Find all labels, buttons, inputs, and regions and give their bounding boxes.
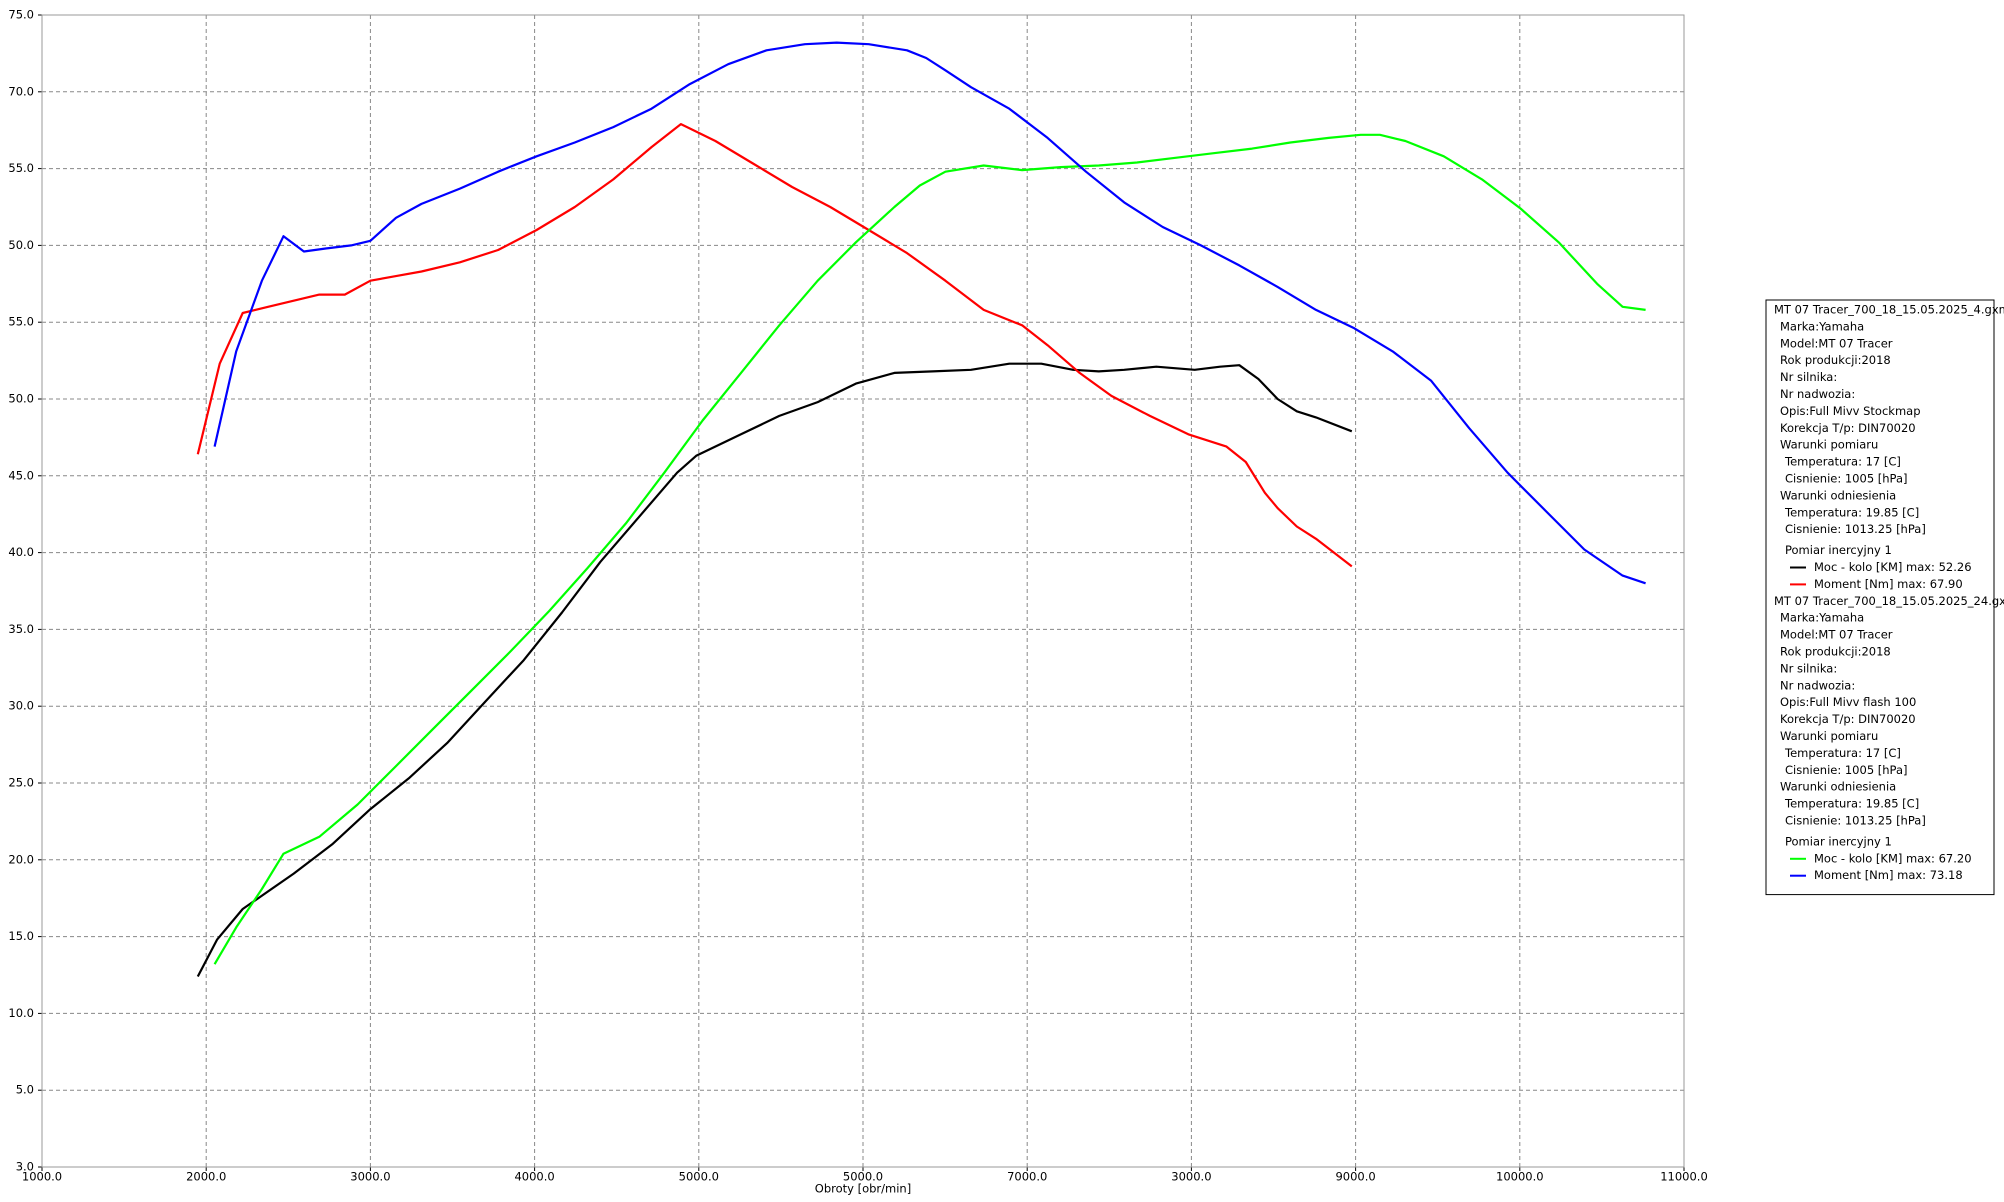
plot-border [41, 14, 1685, 1168]
y-tick-label: 5.0 [16, 1083, 34, 1097]
legend-text: Nr silnika: [1780, 661, 1837, 675]
legend-text: Model:MT 07 Tracer [1780, 628, 1893, 642]
legend-label: Moment [Nm] max: 67.90 [1814, 577, 1963, 591]
series-line [196, 362, 1353, 978]
y-tick-label: 3.0 [16, 1160, 34, 1174]
y-tick-label: 50.0 [8, 392, 34, 406]
legend-text: Opis:Full Mivv flash 100 [1780, 695, 1916, 709]
y-tick-label: 25.0 [8, 776, 34, 790]
y-tick-label: 20.0 [8, 852, 34, 866]
legend-text: MT 07 Tracer_700_18_15.05.2025_4.gxml [1774, 303, 2004, 317]
legend-text: Cisnienie: 1005 [hPa] [1785, 472, 1908, 486]
y-tick-label: 30.0 [8, 699, 34, 713]
legend-text: Nr nadwozia: [1780, 678, 1855, 692]
legend-text: Temperatura: 19.85 [C] [1784, 505, 1919, 519]
legend-text: Temperatura: 17 [C] [1784, 455, 1901, 469]
legend-label: Moc - kolo [KM] max: 67.20 [1814, 851, 1972, 865]
series-line [213, 133, 1646, 965]
y-tick-label: 55.0 [8, 315, 34, 329]
y-tick-label: 50.0 [8, 238, 34, 252]
legend-text: Nr silnika: [1780, 370, 1837, 384]
x-tick-label: 3000.0 [1171, 1170, 1211, 1184]
x-tick-label: 2000.0 [186, 1170, 226, 1184]
legend-text: Warunki pomiaru [1780, 438, 1878, 452]
legend-text: Marka:Yamaha [1780, 611, 1864, 625]
legend-text: Marka:Yamaha [1780, 319, 1864, 333]
x-tick-label: 5000.0 [843, 1170, 883, 1184]
legend-label: Moc - kolo [KM] max: 52.26 [1814, 560, 1972, 574]
legend-text: Pomiar inercyjny 1 [1785, 834, 1892, 848]
legend-text: Temperatura: 19.85 [C] [1784, 797, 1919, 811]
y-tick-label: 35.0 [8, 622, 34, 636]
legend-text: Opis:Full Mivv Stockmap [1780, 404, 1921, 418]
legend-text: Cisnienie: 1005 [hPa] [1785, 763, 1908, 777]
x-tick-label: 5000.0 [679, 1170, 719, 1184]
legend-text: Pomiar inercyjny 1 [1785, 543, 1892, 557]
y-tick-label: 55.0 [8, 161, 34, 175]
legend-text: Nr nadwozia: [1780, 387, 1855, 401]
x-axis-label: Obroty [obr/min] [815, 1182, 911, 1196]
x-tick-label: 10000.0 [1496, 1170, 1544, 1184]
y-tick-label: 75.0 [8, 8, 34, 22]
legend-text: Warunki pomiaru [1780, 729, 1878, 743]
y-tick-label: 40.0 [8, 545, 34, 559]
x-tick-label: 3000.0 [350, 1170, 390, 1184]
series-line [196, 123, 1353, 568]
legend-text: Model:MT 07 Tracer [1780, 336, 1893, 350]
x-tick-label: 4000.0 [514, 1170, 554, 1184]
y-tick-label: 10.0 [8, 1006, 34, 1020]
series-line [213, 41, 1646, 585]
legend-text: Warunki odniesienia [1780, 488, 1896, 502]
legend-text: Cisnienie: 1013.25 [hPa] [1785, 522, 1926, 536]
legend-text: Rok produkcji:2018 [1780, 645, 1891, 659]
legend-box [1765, 299, 1995, 896]
legend-label: Moment [Nm] max: 73.18 [1814, 868, 1963, 882]
x-tick-label: 7000.0 [1007, 1170, 1047, 1184]
x-tick-label: 1000.0 [22, 1170, 62, 1184]
legend-text: Rok produkcji:2018 [1780, 353, 1891, 367]
y-tick-label: 45.0 [8, 468, 34, 482]
x-tick-label: 9000.0 [1335, 1170, 1375, 1184]
legend-text: Temperatura: 17 [C] [1784, 746, 1901, 760]
x-tick-label: 11000.0 [1660, 1170, 1708, 1184]
legend-text: Korekcja T/p: DIN70020 [1780, 421, 1916, 435]
legend-text: MT 07 Tracer_700_18_15.05.2025_24.gxml [1774, 594, 2004, 608]
y-tick-label: 70.0 [8, 84, 34, 98]
legend-text: Korekcja T/p: DIN70020 [1780, 712, 1916, 726]
legend-text: Warunki odniesienia [1780, 780, 1896, 794]
y-tick-label: 15.0 [8, 929, 34, 943]
legend-text: Cisnienie: 1013.25 [hPa] [1785, 814, 1926, 828]
